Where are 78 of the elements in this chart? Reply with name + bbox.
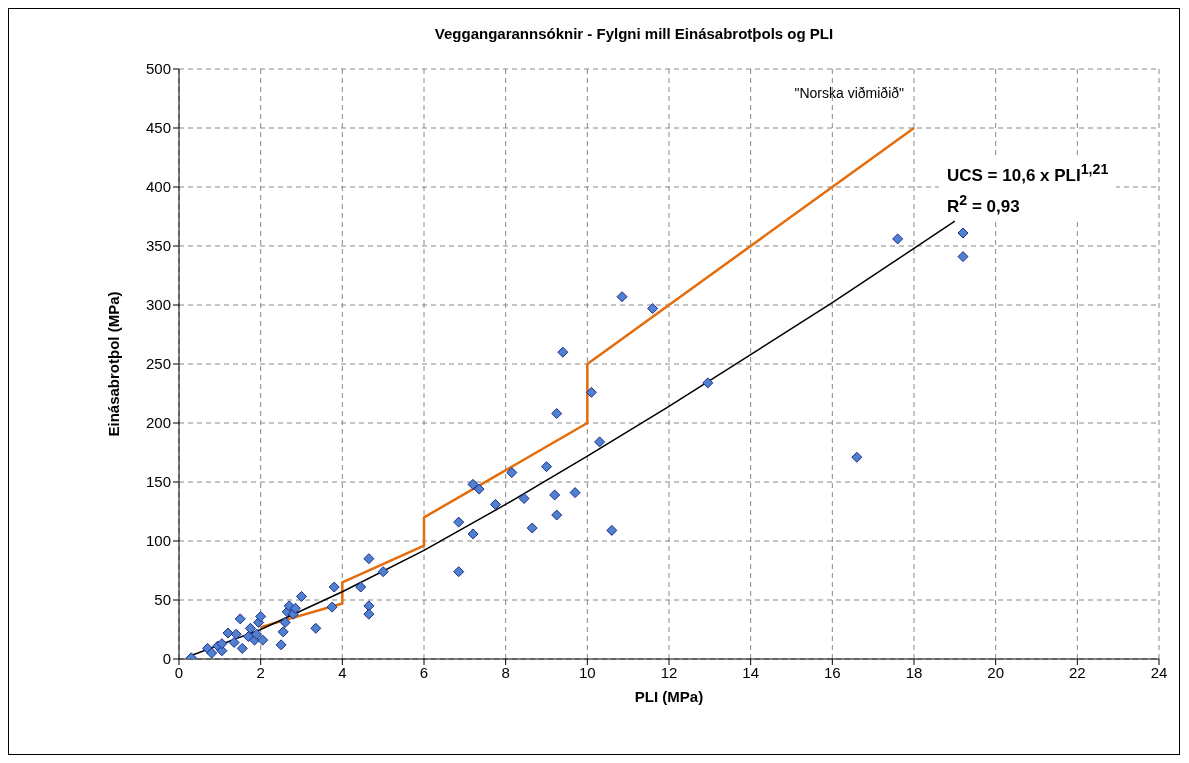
annotation: R$^{2}$ = 0,93 [947,190,1021,218]
point [957,251,969,263]
point [569,487,581,499]
x-tick-label: 22 [1068,663,1086,681]
text: "Norska viðmiðið" [794,85,905,101]
x-tick-label: 16 [823,663,841,681]
point [296,590,307,602]
y-tick-label: 500 [145,60,171,78]
point [244,622,256,634]
point [606,524,618,536]
point [616,291,628,303]
point [230,628,242,640]
point [289,602,301,614]
x-tick-label: 14 [742,663,760,681]
point [467,528,479,540]
point [363,600,375,612]
y-tick-label: 400 [145,178,171,196]
annotation: UCS = 10,6 x PLI$^{1,21}$ [947,160,1109,187]
point [279,616,291,628]
point [277,626,289,638]
y-tick-label: 350 [145,237,171,255]
point [892,233,904,245]
point [551,408,563,420]
point [506,467,518,479]
y-tick-label: 100 [145,532,171,550]
point [467,478,479,490]
x-tick-label: 8 [501,663,510,681]
point [551,509,563,521]
point [206,647,218,659]
point [473,483,485,495]
point [526,522,538,534]
y-tick-label: 0 [162,650,171,668]
point [355,581,367,593]
point [363,608,375,620]
x-tick-label: 4 [338,663,347,681]
point [326,601,338,613]
point [647,303,659,315]
point [216,638,228,650]
point [541,461,552,473]
point [585,386,597,398]
point [275,639,287,651]
point [489,498,501,510]
x-tick-label: 2 [256,663,265,681]
point [851,451,863,463]
point [236,642,248,654]
y-tick-label: 50 [154,591,171,609]
y-tick-label: 200 [145,414,171,432]
y-tick-label: 250 [145,355,171,373]
point [234,613,246,625]
x-tick-label: 24 [1150,663,1168,681]
point [518,493,530,505]
y-tick-label: 300 [145,296,171,314]
point [251,628,263,640]
point [453,566,465,578]
point [363,553,375,565]
point [228,636,240,648]
point [702,377,714,389]
y-axis-title: Einásabrotþol (MPa) [105,291,123,437]
x-tick-label: 12 [660,663,678,681]
x-tick-label: 10 [578,663,596,681]
point [957,227,969,239]
x-axis-title: PLI (MPa) [634,688,704,705]
point [257,634,269,646]
point [377,566,389,578]
point [549,489,561,501]
point [310,622,322,634]
point [328,581,340,593]
chart-title: Veggangarannsóknir - Fylgni mill Einásabrotþols og PLI [434,25,834,42]
point [255,611,267,623]
point [594,436,606,448]
point [557,346,569,358]
x-tick-label: 18 [905,663,923,681]
x-tick-label: 6 [419,663,429,681]
y-tick-label: 450 [145,119,171,137]
x-tick-label: 20 [987,663,1005,681]
y-tick-label: 150 [145,473,171,491]
point [453,516,465,528]
x-tick-label: 0 [174,663,184,681]
